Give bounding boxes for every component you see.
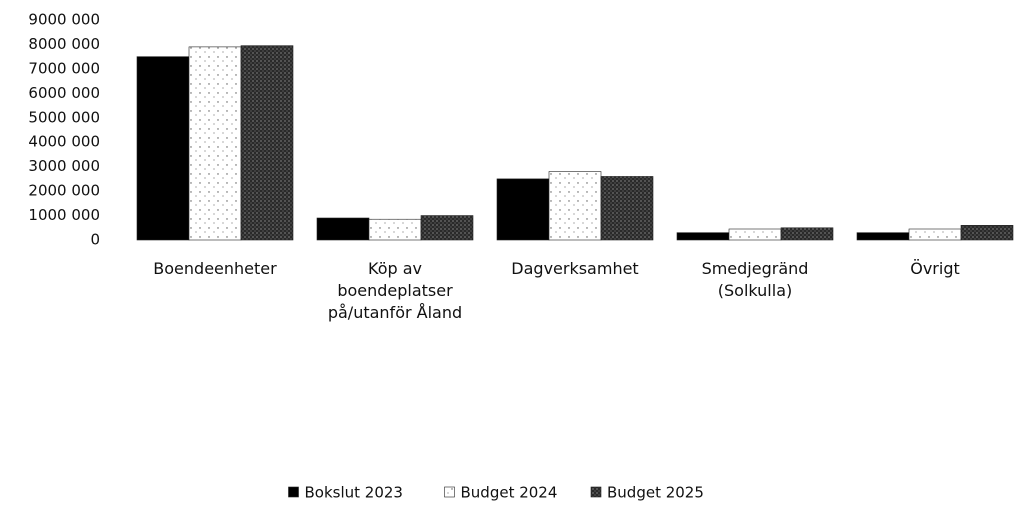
y-tick-label: 3000 000: [28, 157, 100, 175]
y-tick-label: 9000 000: [28, 11, 100, 29]
bar: [600, 176, 654, 241]
legend-swatch: [288, 486, 299, 498]
x-tick-label: Smedjegränd (Solkulla): [701, 259, 809, 300]
y-tick-label: 7000 000: [28, 59, 100, 77]
bar: [960, 225, 1014, 241]
bar: [240, 45, 294, 241]
y-tick-label: 2000 000: [28, 182, 100, 200]
y-tick-label: 6000 000: [28, 84, 100, 102]
legend-label: Budget 2024: [461, 484, 558, 502]
bar: [780, 227, 834, 241]
y-tick-label: 4000 000: [28, 133, 100, 151]
bar: [676, 232, 730, 241]
x-tick-label: Dagverksamhet: [511, 259, 639, 278]
bar: [908, 228, 962, 241]
bar: [420, 215, 474, 241]
bar: [316, 217, 370, 241]
x-tick-label: Köp av boendeplatser på/utanför Åland: [327, 259, 463, 322]
x-tick-label: Övrigt: [910, 259, 960, 278]
bar: [136, 56, 190, 241]
y-tick-label: 5000 000: [28, 108, 100, 126]
bar: [856, 232, 910, 241]
legend-swatch: [590, 486, 602, 498]
bar: [368, 218, 422, 241]
y-tick-label: 1000 000: [28, 206, 100, 224]
x-tick-label: Boendeenheter: [153, 259, 277, 278]
y-tick-label: 8000 000: [28, 35, 100, 53]
bar: [496, 178, 550, 241]
bar: [728, 228, 782, 241]
bar: [548, 171, 602, 241]
legend-swatch: [444, 486, 455, 498]
bar: [188, 46, 242, 241]
y-tick-label: 0: [90, 231, 100, 249]
legend-label: Budget 2025: [607, 484, 704, 502]
legend-label: Bokslut 2023: [305, 484, 403, 502]
